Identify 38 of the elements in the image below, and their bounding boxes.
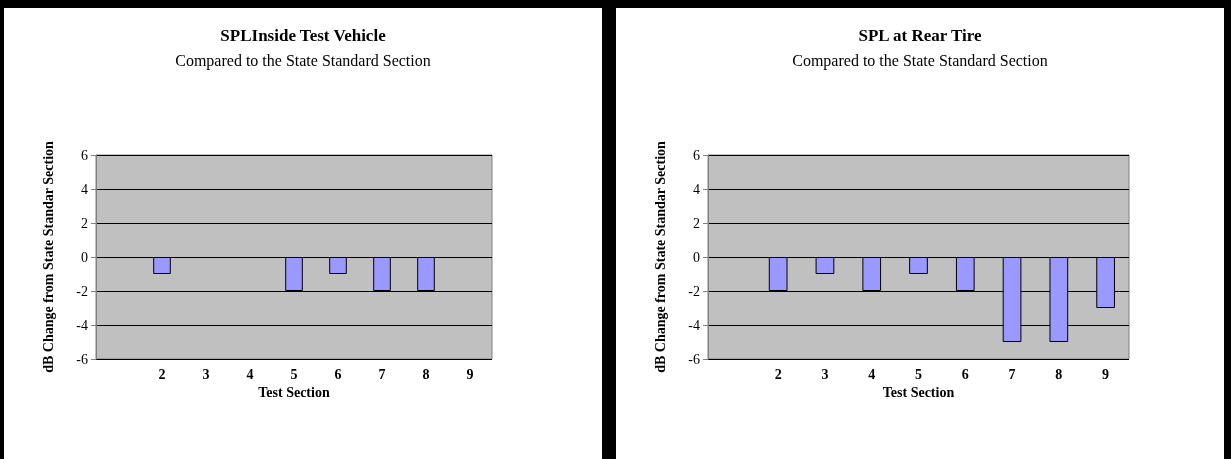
x-tick-label: 4 [246,366,254,382]
y-axis-title: dB Change from State Standar Section [652,140,668,373]
y-tick-label: -2 [76,283,88,299]
x-tick-label: 8 [422,366,430,382]
y-tick-label: -4 [76,317,88,333]
chart-subtitle: Compared to the State Standard Section [792,51,1048,70]
x-tick-label: 2 [158,366,166,382]
chart-title: SPL at Rear Tire [858,26,982,45]
x-tick-label: 5 [915,366,922,382]
x-tick-label: 9 [466,366,474,382]
x-tick-label: 9 [1102,366,1110,382]
y-tick-label: -4 [688,317,700,333]
y-tick-label: 2 [81,215,88,231]
x-tick-label: 6 [334,366,342,382]
y-tick-label: 4 [81,181,88,197]
x-tick-label: 3 [821,366,829,382]
y-axis-title: dB Change from State Standar Section [40,140,56,373]
y-tick-label: 0 [693,249,700,265]
x-axis-title: Test Section [258,384,330,400]
chart-subtitle: Compared to the State Standard Section [175,51,431,70]
x-tick-label: 6 [961,366,969,382]
y-tick-label: 0 [81,249,88,265]
x-tick-label: 3 [202,366,210,382]
x-tick-label: 2 [774,366,782,382]
y-tick-label: 6 [693,147,700,163]
x-tick-label: 5 [290,366,298,382]
chart-title: SPLInside Test Vehicle [220,26,387,45]
y-tick-label: -2 [688,283,700,299]
x-tick-label: 4 [868,366,876,382]
x-tick-label: 7 [1008,366,1016,382]
y-tick-label: -6 [76,351,88,367]
x-tick-label: 7 [378,366,386,382]
x-axis-title: Test Section [882,384,955,400]
y-tick-label: 4 [693,181,700,197]
y-tick-label: -6 [688,351,700,367]
x-tick-label: 8 [1055,366,1063,382]
y-tick-label: 2 [693,215,700,231]
y-tick-label: 6 [81,147,88,163]
